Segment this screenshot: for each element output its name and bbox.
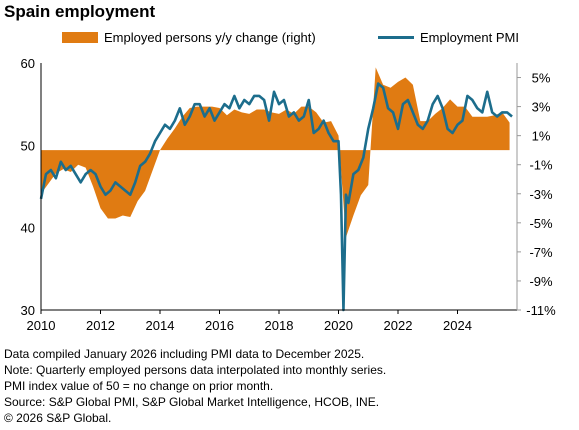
x-tick-label: 2018	[265, 318, 294, 333]
legend-item-pmi: Employment PMI	[378, 30, 519, 45]
y-right-tick-label: 1%	[532, 129, 551, 144]
footnotes: Data compiled January 2026 including PMI…	[4, 346, 386, 426]
legend-swatch-area	[62, 32, 98, 43]
y-left-tick-label: 40	[21, 221, 35, 236]
y-right-tick-label: -1%	[529, 158, 553, 173]
pmi-line	[39, 82, 513, 312]
employed-area-series	[41, 67, 510, 238]
employed-area	[41, 67, 510, 238]
note-line: PMI index value of 50 = no change on pri…	[4, 379, 274, 393]
y-left-tick-label: 30	[21, 303, 35, 318]
y-right-tick-label: -3%	[529, 187, 553, 202]
legend-label-employed: Employed persons y/y change (right)	[104, 30, 316, 45]
y-right-tick-label: 3%	[532, 100, 551, 115]
chart-legend: Employed persons y/y change (right) Empl…	[0, 30, 579, 50]
y-left-tick-label: 50	[21, 138, 35, 153]
y-left-tick-label: 60	[21, 56, 35, 71]
y-right-tick-label: -9%	[529, 274, 553, 289]
x-tick-label: 2014	[146, 318, 175, 333]
x-tick-label: 2010	[27, 318, 56, 333]
y-right-tick-label: -5%	[529, 216, 553, 231]
y-right-tick-label: 5%	[532, 71, 551, 86]
x-tick-label: 2012	[86, 318, 115, 333]
x-tick-label: 2016	[205, 318, 234, 333]
legend-item-employed: Employed persons y/y change (right)	[62, 30, 316, 45]
x-tick-label: 2024	[443, 318, 472, 333]
note-line: Note: Quarterly employed persons data in…	[4, 363, 387, 377]
y-right-tick-label: -11%	[526, 303, 556, 318]
x-tick-label: 2020	[324, 318, 353, 333]
legend-label-pmi: Employment PMI	[420, 30, 519, 45]
legend-swatch-line	[378, 36, 414, 39]
y-right-tick-label: -7%	[529, 245, 553, 260]
pmi-line-series	[39, 82, 513, 312]
chart-title: Spain employment	[4, 2, 156, 21]
tick-labels: 2010 2012 2014 2016 2018 2020 2022 2024 30 40 50 60…	[21, 56, 557, 333]
chart-plot: 2010 2012 2014 2016 2018 2020 2022 2024 30 40 50 60…	[21, 56, 557, 333]
x-tick-label: 2022	[384, 318, 413, 333]
note-line: Data compiled January 2026 including PMI…	[4, 347, 365, 361]
note-line: Source: S&P Global PMI, S&P Global Marke…	[4, 395, 380, 409]
note-line: © 2026 S&P Global.	[4, 411, 112, 425]
